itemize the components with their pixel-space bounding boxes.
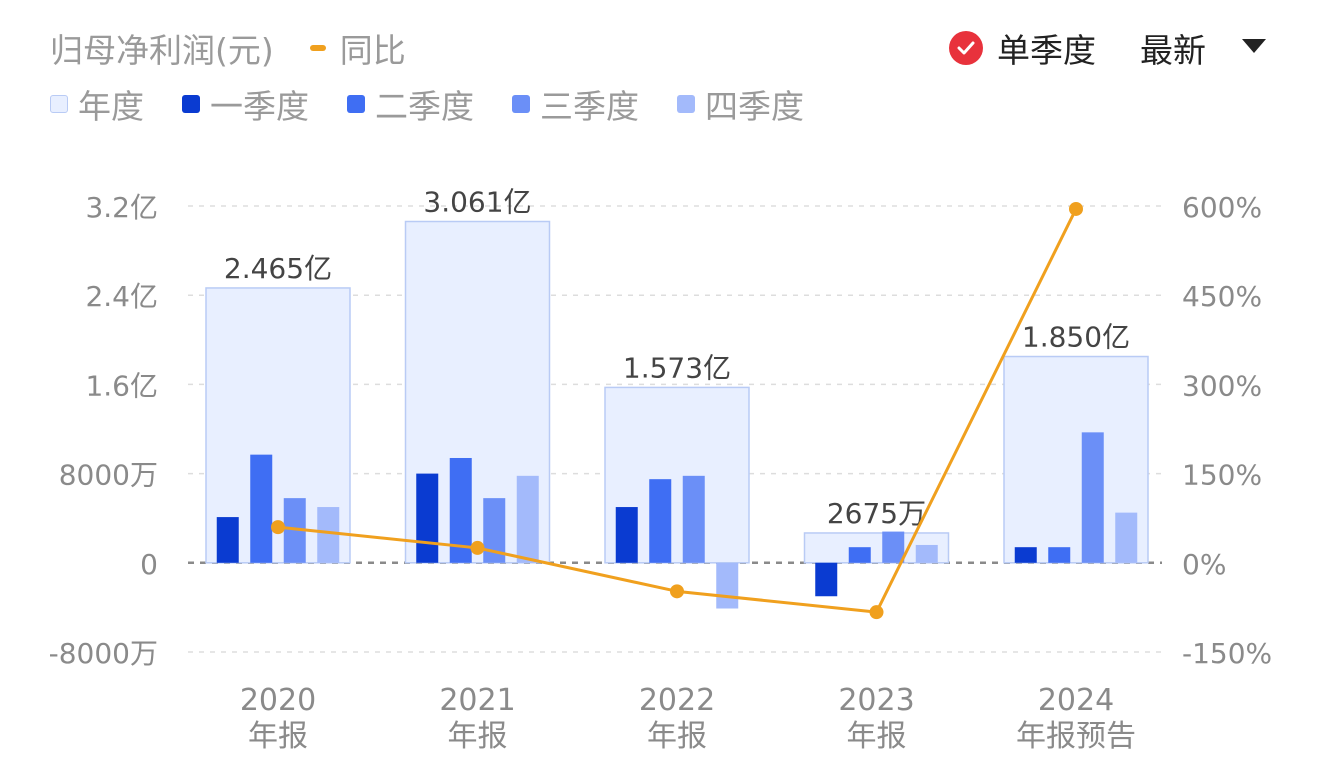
y-tick-label-left: 8000万	[59, 459, 158, 492]
yoy-point	[1069, 201, 1083, 216]
legend-swatch-q3	[512, 95, 530, 113]
quarter-bar	[1048, 547, 1071, 563]
quarter-bar	[216, 517, 239, 563]
annual-value-label: 3.061亿	[423, 185, 531, 218]
y-tick-label-left: -8000万	[49, 637, 158, 670]
quarter-bar	[848, 547, 871, 563]
y-tick-label-left: 1.6亿	[85, 369, 158, 402]
x-tick-label: 年报	[448, 719, 508, 754]
annual-value-label: 1.573亿	[623, 351, 731, 384]
y-tick-label-right: 0%	[1182, 548, 1226, 581]
legend-label-q1: 一季度	[210, 87, 309, 126]
y-tick-label-left: 2.4亿	[85, 280, 158, 313]
legend-item-annual[interactable]: 年度	[50, 80, 144, 128]
quarter-bar	[682, 475, 705, 563]
quarter-bar	[615, 507, 638, 563]
y-tick-label-right: -150%	[1182, 637, 1272, 670]
quarter-bar	[416, 473, 439, 563]
y-tick-label-right: 150%	[1182, 459, 1262, 492]
legend-swatch-q4	[677, 95, 695, 113]
x-tick-label: 2023	[838, 683, 914, 718]
yoy-legend-line	[309, 45, 326, 51]
yoy-point	[670, 584, 684, 599]
y-tick-label-right: 600%	[1182, 191, 1262, 224]
quarter-bar	[882, 531, 905, 563]
chart-title: 归母净利润(元)	[50, 31, 274, 70]
x-tick-label: 2021	[439, 683, 515, 718]
quarter-bar	[1014, 547, 1037, 563]
quarter-bar	[449, 457, 472, 563]
x-tick-label: 年报	[847, 719, 907, 754]
x-tick-label: 年报预告	[1016, 719, 1136, 754]
y-tick-label-left: 3.2亿	[85, 191, 158, 224]
quarter-bar	[915, 544, 938, 563]
x-tick-label: 2024	[1038, 683, 1114, 718]
yoy-legend-label[interactable]: 同比	[339, 31, 406, 70]
y-tick-label-right: 450%	[1182, 280, 1262, 313]
yoy-point	[869, 605, 884, 620]
legend-row-bottom: 年度 一季度 二季度 三季度 四季度	[50, 80, 842, 128]
quarter-bar	[516, 475, 539, 563]
legend-label-q2: 二季度	[375, 87, 474, 126]
yoy-point	[271, 520, 285, 535]
legend-item-q1[interactable]: 一季度	[182, 80, 309, 128]
annual-value-label: 2675万	[827, 497, 926, 530]
x-tick-label: 2020	[240, 683, 316, 718]
quarter-bar	[483, 498, 506, 563]
quarter-bar	[649, 479, 672, 563]
quarter-bar	[317, 507, 340, 563]
sort-dropdown[interactable]: 最新	[1140, 31, 1206, 70]
legend-item-q3[interactable]: 三季度	[512, 80, 639, 128]
quarter-bar	[1115, 512, 1138, 563]
quarter-bar	[283, 498, 306, 563]
legend-label-annual: 年度	[78, 87, 144, 126]
legend-row-top: 归母净利润(元) 同比	[50, 24, 406, 72]
quarter-bar	[716, 562, 739, 609]
yoy-point	[470, 540, 485, 555]
legend-swatch-q1	[182, 95, 200, 113]
annual-value-label: 1.850亿	[1022, 321, 1130, 354]
quarter-bar	[815, 562, 838, 597]
legend-item-q4[interactable]: 四季度	[677, 80, 804, 128]
chevron-down-icon[interactable]	[1242, 39, 1266, 53]
x-tick-label: 年报	[647, 719, 707, 754]
legend-swatch-q2	[347, 95, 365, 113]
annual-value-label: 2.465亿	[224, 252, 332, 285]
check-icon[interactable]	[949, 31, 983, 65]
quarter-bar	[250, 454, 273, 563]
quarter-bar	[1081, 432, 1104, 563]
x-tick-label: 年报	[248, 719, 308, 754]
legend-label-q3: 三季度	[540, 87, 639, 126]
chart-controls: 单季度 最新	[949, 24, 1266, 72]
single-quarter-toggle[interactable]: 单季度	[997, 31, 1096, 70]
y-tick-label-right: 300%	[1182, 369, 1262, 402]
legend-swatch-annual	[50, 95, 68, 113]
legend-label-q4: 四季度	[705, 87, 804, 126]
legend-item-q2[interactable]: 二季度	[347, 80, 474, 128]
x-tick-label: 2022	[639, 683, 715, 718]
y-tick-label-left: 0	[140, 548, 158, 581]
